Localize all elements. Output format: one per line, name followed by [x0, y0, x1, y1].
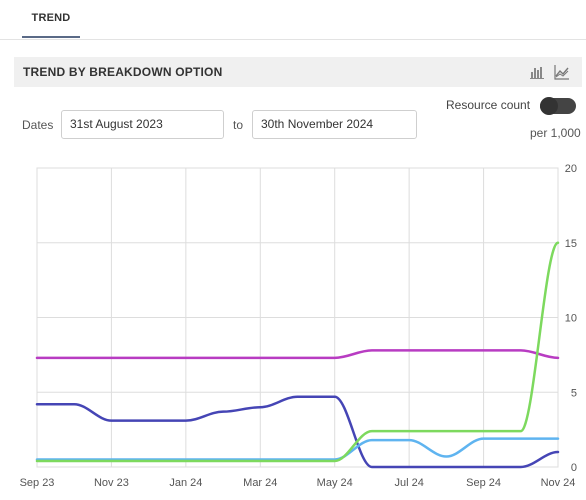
date-from-input[interactable]: 31st August 2023 [61, 110, 224, 139]
section-header: TREND BY BREAKDOWN OPTION [14, 57, 582, 87]
to-label: to [233, 118, 244, 132]
per-label: per 1,000 [530, 126, 581, 140]
series-line [35, 395, 560, 469]
x-tick-label: Sep 24 [466, 477, 501, 489]
y-tick-label: 20 [565, 163, 577, 175]
series-line [35, 349, 560, 360]
x-tick-label: Jan 24 [169, 477, 202, 489]
bar-chart-icon[interactable] [529, 64, 545, 80]
series-line [35, 437, 560, 461]
y-tick-label: 15 [565, 238, 577, 250]
y-tick-label: 10 [565, 313, 577, 325]
line-chart-icon[interactable] [554, 64, 570, 80]
y-tick-label: 0 [571, 462, 577, 474]
tab-bar: TREND [0, 0, 586, 40]
toggle-knob [540, 97, 558, 115]
dates-label: Dates [22, 118, 54, 132]
series-line [35, 241, 560, 463]
resource-count-label: Resource count [446, 98, 531, 112]
resource-count-toggle[interactable] [540, 97, 576, 115]
x-tick-label: Mar 24 [243, 477, 277, 489]
date-to-input[interactable]: 30th November 2024 [252, 110, 417, 139]
x-tick-label: Jul 24 [394, 477, 423, 489]
x-tick-label: Nov 23 [94, 477, 129, 489]
x-tick-label: May 24 [317, 477, 353, 489]
tab-trend[interactable]: TREND [22, 0, 80, 38]
x-tick-label: Sep 23 [20, 477, 55, 489]
y-tick-label: 5 [571, 387, 577, 399]
x-tick-label: Nov 24 [541, 477, 576, 489]
section-title: TREND BY BREAKDOWN OPTION [23, 65, 223, 79]
